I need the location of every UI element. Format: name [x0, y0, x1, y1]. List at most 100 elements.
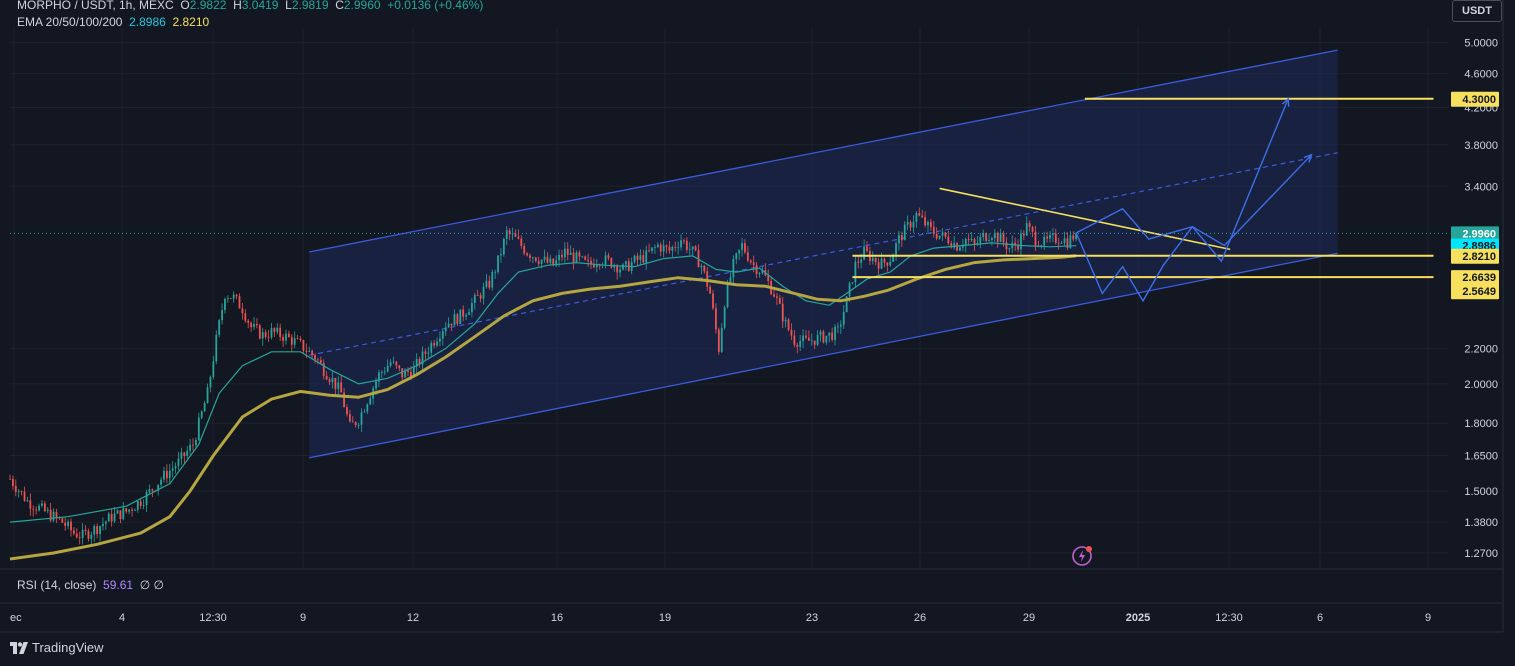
- rsi-legend[interactable]: RSI (14, close) 59.61 ∅ ∅: [17, 578, 164, 592]
- price-label-text: 2.5649: [1462, 286, 1496, 298]
- candle-body: [674, 246, 677, 248]
- candle-body: [947, 236, 950, 244]
- candle-body: [874, 257, 877, 263]
- rsi-label-text: RSI (14, close): [17, 578, 97, 592]
- candle-body: [322, 363, 325, 376]
- candle-body: [961, 245, 964, 248]
- candle-body: [375, 381, 377, 389]
- candle-body: [1002, 233, 1005, 243]
- candle-body: [180, 452, 183, 459]
- candle-body: [168, 470, 171, 479]
- price-channel[interactable]: [309, 49, 1338, 459]
- candle-body: [979, 236, 982, 243]
- time-axis[interactable]: ec 4 12:30 9 12 16 19 23 26 29 2025 12:30 6 9: [10, 612, 1431, 624]
- candle-body: [285, 333, 287, 341]
- open-value: 2.9822: [189, 0, 227, 12]
- candle-body: [735, 253, 738, 259]
- candle-body: [183, 452, 186, 456]
- candle-body: [900, 235, 903, 241]
- candle-body: [398, 365, 401, 369]
- time-tick-label: 29: [1023, 612, 1035, 624]
- candle-body: [677, 247, 680, 249]
- ema-legend[interactable]: EMA 20/50/100/200 2.8986 2.8210: [17, 15, 209, 29]
- candle-body: [691, 246, 694, 250]
- time-tick-label: 12:30: [199, 612, 227, 624]
- candle-body: [898, 235, 900, 244]
- candle-body: [758, 273, 761, 275]
- low-key: L: [285, 0, 292, 12]
- candle-body: [436, 341, 438, 346]
- tradingview-logo[interactable]: TradingView: [10, 640, 104, 655]
- candle-body: [1072, 235, 1075, 240]
- projection-arrowhead: [1303, 153, 1313, 163]
- high-value: 3.0419: [241, 0, 279, 12]
- candle-body: [816, 334, 819, 345]
- candle-body: [1043, 236, 1046, 246]
- price-tick-label: 3.4000: [1464, 181, 1498, 193]
- candle-body: [497, 255, 499, 272]
- candle-body: [241, 308, 244, 314]
- candle-body: [20, 491, 23, 492]
- candle-body: [302, 339, 305, 351]
- candle-body: [9, 478, 11, 480]
- candle-body: [915, 213, 918, 222]
- candle-body: [459, 309, 462, 324]
- ema-slow-value: 2.8210: [172, 15, 210, 29]
- price-tick-label: 5.0000: [1464, 38, 1498, 50]
- ema-fast-line: [9, 242, 1077, 523]
- drawings[interactable]: [10, 97, 1448, 303]
- price-axis[interactable]: 5.00004.60004.20003.80003.40002.20002.00…: [1464, 38, 1498, 560]
- candle-body: [348, 414, 351, 422]
- price-tick-label: 1.6500: [1464, 451, 1498, 463]
- candle-body: [842, 312, 845, 325]
- candle-body: [561, 254, 563, 258]
- lightning-alert-icon: [1072, 546, 1092, 566]
- candle-body: [433, 343, 436, 346]
- candle-body: [334, 377, 337, 389]
- candle-body: [485, 280, 488, 287]
- candle-body: [822, 331, 825, 343]
- candle-body: [229, 298, 232, 299]
- candle-body: [247, 320, 250, 323]
- candle-body: [128, 509, 131, 512]
- candle-body: [401, 368, 404, 378]
- candle-body: [331, 377, 334, 382]
- ema-fast-value: 2.8986: [129, 15, 166, 29]
- candle-body: [328, 379, 331, 382]
- candle-body: [90, 534, 93, 539]
- candle-body: [529, 255, 531, 258]
- candle-body: [993, 232, 996, 239]
- symbol-name[interactable]: MORPHO / USDT, 1h, MEXC: [17, 0, 174, 12]
- candle-body: [595, 265, 598, 268]
- candle-body: [680, 240, 682, 248]
- candle-body: [412, 366, 415, 377]
- candle-body: [953, 243, 956, 248]
- lightning-bolt: [1079, 550, 1085, 562]
- candle-body: [839, 324, 842, 327]
- currency-button[interactable]: USDT: [1452, 0, 1502, 22]
- candle-body: [395, 361, 398, 366]
- candle-body: [84, 529, 87, 531]
- candle-body: [584, 256, 587, 260]
- alert-dot: [1086, 546, 1092, 552]
- candle-body: [738, 249, 741, 254]
- candle-body: [543, 256, 546, 260]
- time-tick-label: 16: [551, 612, 563, 624]
- candle-body: [784, 319, 787, 322]
- candle-body: [590, 260, 592, 264]
- price-tick-label: 2.0000: [1464, 379, 1498, 391]
- rsi-value: 59.61: [103, 578, 134, 592]
- candle-body: [558, 254, 560, 261]
- time-tick-label: 26: [914, 612, 926, 624]
- candle-body: [1025, 223, 1028, 236]
- candle-body: [244, 313, 247, 321]
- candle-body: [1005, 242, 1008, 250]
- price-tick-label: 2.2000: [1464, 343, 1498, 355]
- candle-body: [694, 246, 697, 251]
- candle-body: [145, 492, 148, 506]
- candle-body: [351, 421, 354, 423]
- candle-body: [476, 294, 479, 296]
- candle-body: [1008, 248, 1011, 250]
- price-tick-label: 4.6000: [1464, 69, 1498, 81]
- ema-lines: [9, 242, 1077, 561]
